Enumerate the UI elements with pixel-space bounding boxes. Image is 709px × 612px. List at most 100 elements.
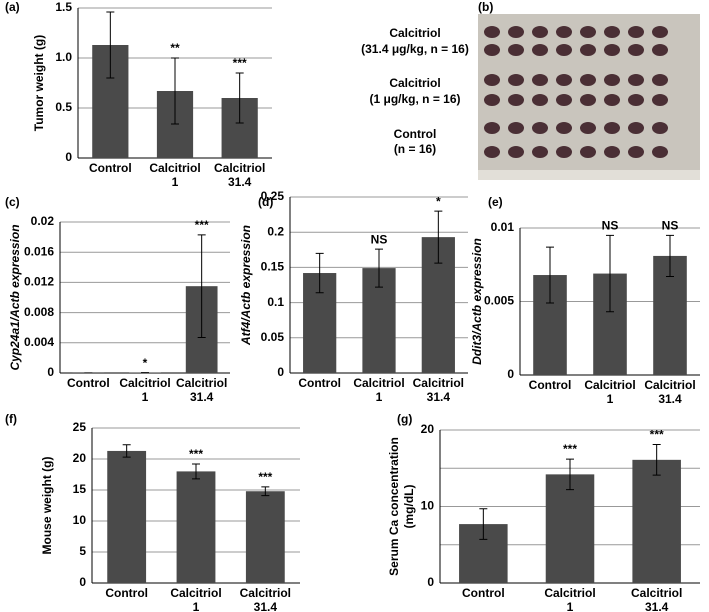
tumor <box>580 122 596 134</box>
group-label: Control <box>394 127 437 141</box>
y-axis-label: Mouse weight (g) <box>40 457 54 555</box>
y-tick-label: 0 <box>507 367 514 381</box>
x-tick-label: 1 <box>172 175 179 189</box>
x-tick-label: 31.4 <box>190 390 214 404</box>
x-tick-label: 1 <box>193 600 200 612</box>
bar <box>245 491 285 583</box>
significance-label: *** <box>189 447 203 461</box>
x-tick-label: Calcitriol <box>149 161 200 175</box>
bar <box>632 459 681 583</box>
tumor <box>484 146 500 158</box>
x-tick-label: Calcitriol <box>584 378 635 392</box>
y-tick-label: 5 <box>79 544 86 558</box>
y-tick-label: 1.5 <box>55 0 72 14</box>
tumor <box>556 44 572 56</box>
group-label: (n = 16) <box>394 142 436 156</box>
group-label: Calcitriol <box>389 76 440 90</box>
x-tick-label: Calcitriol <box>176 376 227 390</box>
y-tick-label: 0.004 <box>24 335 54 349</box>
panel-label: (d) <box>258 195 273 209</box>
significance-label: NS <box>602 219 619 233</box>
x-tick-label: 31.4 <box>658 392 682 406</box>
significance-label: *** <box>258 470 272 484</box>
error-bar <box>652 444 661 476</box>
error-bar <box>261 486 270 497</box>
x-tick-label: Control <box>529 378 572 392</box>
tumor <box>580 74 596 86</box>
y-tick-label: 0.008 <box>24 305 54 319</box>
tumor <box>508 44 524 56</box>
tumor <box>628 74 644 86</box>
tumor <box>580 26 596 38</box>
bar <box>107 450 147 583</box>
y-tick-label: 0 <box>79 575 86 589</box>
y-axis-label: Tumor weight (g) <box>32 35 46 131</box>
tumor <box>628 26 644 38</box>
tumor <box>532 94 548 106</box>
tumor <box>580 44 596 56</box>
y-tick-label: 0.016 <box>24 244 54 258</box>
tumor <box>604 94 620 106</box>
group-label: (31.4 μg/kg, n = 16) <box>361 42 469 56</box>
tumor <box>604 146 620 158</box>
tumor <box>556 122 572 134</box>
significance-label: *** <box>650 428 664 442</box>
error-bar <box>171 57 179 125</box>
tumor <box>532 74 548 86</box>
x-tick-label: Control <box>462 586 505 600</box>
tumor <box>484 122 500 134</box>
group-label: Calcitriol <box>389 26 440 40</box>
panel-label: (g) <box>397 412 412 426</box>
tumor <box>652 26 668 38</box>
y-tick-label: 0.25 <box>261 189 285 203</box>
error-bar <box>315 252 324 294</box>
tumor <box>652 74 668 86</box>
significance-label: * <box>143 356 148 370</box>
y-tick-label: 0.01 <box>491 220 515 234</box>
error-bar <box>106 11 115 79</box>
x-tick-label: 31.4 <box>427 390 451 404</box>
tumor <box>484 44 500 56</box>
y-tick-label: 20 <box>73 451 87 465</box>
tumor <box>532 146 548 158</box>
y-tick-label: 0.2 <box>267 224 284 238</box>
x-tick-label: Control <box>105 586 148 600</box>
tumor <box>484 74 500 86</box>
panel-label: (c) <box>5 195 20 209</box>
y-tick-label: 15 <box>73 482 87 496</box>
tumor <box>628 122 644 134</box>
significance-label: NS <box>371 232 388 246</box>
y-tick-label: 10 <box>73 513 87 527</box>
tumor <box>652 94 668 106</box>
tumor <box>532 26 548 38</box>
error-bar <box>434 210 443 264</box>
x-tick-label: 1 <box>607 392 614 406</box>
y-axis-label: Cyp24a1/Actb expression <box>8 224 22 370</box>
error-bar <box>566 458 574 491</box>
y-tick-label: 0.1 <box>267 295 284 309</box>
bar <box>545 474 595 583</box>
y-tick-label: 0 <box>65 150 72 164</box>
tumor <box>556 94 572 106</box>
y-axis-label: Atf4/Actb expression <box>239 225 253 346</box>
tumor <box>652 146 668 158</box>
panel-label: (b) <box>478 0 493 14</box>
significance-label: *** <box>233 56 247 70</box>
panel-label: (f) <box>5 412 17 426</box>
error-bar <box>122 444 131 458</box>
y-tick-label: 0 <box>277 365 284 379</box>
y-tick-label: 20 <box>421 422 435 436</box>
tumor <box>652 122 668 134</box>
tumor <box>508 122 524 134</box>
x-tick-label: 31.4 <box>645 600 669 612</box>
tumor <box>580 146 596 158</box>
tumor <box>652 44 668 56</box>
tumor <box>604 122 620 134</box>
significance-label: *** <box>195 218 209 232</box>
tumor <box>484 26 500 38</box>
tumor <box>508 26 524 38</box>
error-bar <box>197 234 206 339</box>
x-tick-label: Calcitriol <box>631 586 682 600</box>
significance-label: NS <box>662 219 679 233</box>
y-tick-label: 1.0 <box>55 50 72 64</box>
